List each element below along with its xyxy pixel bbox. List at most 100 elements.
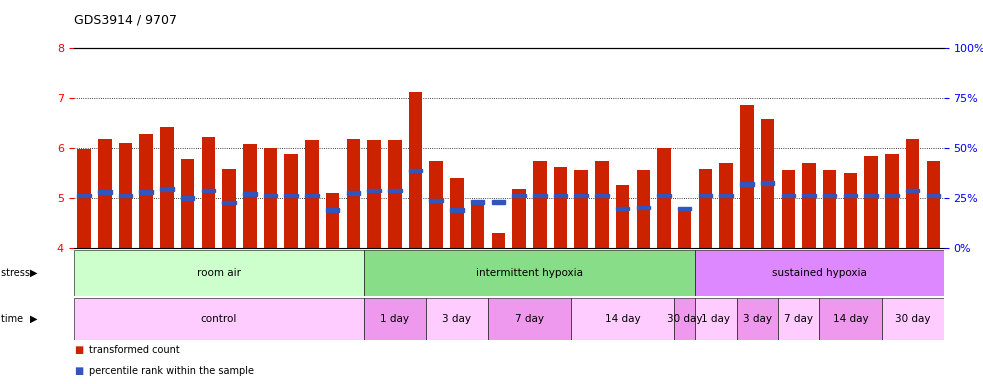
Bar [512,194,526,197]
Bar [430,161,443,248]
Bar [368,140,380,248]
Bar [326,193,339,248]
Text: control: control [201,314,237,324]
Bar [492,200,505,204]
Bar [678,209,691,248]
Bar [571,298,674,340]
Text: 3 day: 3 day [743,314,772,324]
Bar [409,92,423,248]
Bar [160,127,174,248]
Text: percentile rank within the sample: percentile rank within the sample [89,366,255,376]
Bar [140,190,153,194]
Bar [181,159,195,248]
Bar [616,207,629,210]
Bar [658,148,670,248]
Bar [720,163,733,248]
Text: 7 day: 7 day [515,314,544,324]
Bar [533,161,547,248]
Bar [119,143,133,248]
Bar [488,298,571,340]
Text: ▶: ▶ [29,268,37,278]
Bar [736,298,778,340]
Bar [450,209,464,212]
Bar [637,206,650,210]
Text: transformed count: transformed count [89,345,180,355]
Text: time: time [1,314,27,324]
Bar [553,167,567,248]
Bar [305,140,318,248]
Bar [140,134,153,248]
Bar [368,189,380,192]
Bar [305,194,318,197]
Bar [740,106,754,248]
Bar [98,190,111,194]
Bar [243,144,257,248]
Text: 3 day: 3 day [442,314,472,324]
Bar [802,163,816,248]
Bar [74,250,364,296]
Bar [927,161,940,248]
Text: 1 day: 1 day [380,314,409,324]
Bar [263,194,277,197]
Bar [906,139,919,248]
Bar [471,202,485,248]
Bar [699,169,713,248]
Bar [119,194,133,197]
Text: ■: ■ [74,345,83,355]
Bar [574,170,588,248]
Bar [695,298,736,340]
Bar [430,199,443,202]
Bar [284,194,298,197]
Bar [409,169,423,172]
Bar [906,189,919,192]
Text: sustained hypoxia: sustained hypoxia [772,268,867,278]
Bar [781,194,795,197]
Bar [202,137,215,248]
Bar [864,194,878,197]
Bar [78,194,90,197]
Bar [637,170,650,248]
Text: intermittent hypoxia: intermittent hypoxia [476,268,583,278]
Bar [882,298,944,340]
Bar [740,182,754,185]
Bar [823,170,837,248]
Bar [284,154,298,248]
Bar [781,170,795,248]
Bar [347,139,360,248]
Text: GDS3914 / 9707: GDS3914 / 9707 [74,14,177,27]
Text: 14 day: 14 day [833,314,868,324]
Bar [843,194,857,197]
Bar [74,298,364,340]
Bar [678,207,691,210]
Bar [761,119,775,248]
Bar [471,200,485,204]
Bar [202,189,215,192]
Bar [616,185,629,248]
Bar [222,169,236,248]
Bar [492,233,505,248]
Text: room air: room air [197,268,241,278]
Bar [388,140,401,248]
Bar [450,178,464,248]
Text: 14 day: 14 day [605,314,641,324]
Text: 7 day: 7 day [784,314,813,324]
Bar [364,298,426,340]
Bar [574,194,588,197]
Bar [553,194,567,197]
Bar [695,250,944,296]
Bar [364,250,695,296]
Bar [674,298,695,340]
Bar [243,192,257,195]
Text: 30 day: 30 day [895,314,930,324]
Bar [843,173,857,248]
Bar [761,181,775,185]
Bar [720,194,733,197]
Bar [778,298,820,340]
Bar [512,189,526,248]
Text: ▶: ▶ [29,314,37,324]
Bar [388,189,401,192]
Bar [326,209,339,212]
Bar [160,187,174,190]
Bar [181,196,195,200]
Bar [885,194,898,197]
